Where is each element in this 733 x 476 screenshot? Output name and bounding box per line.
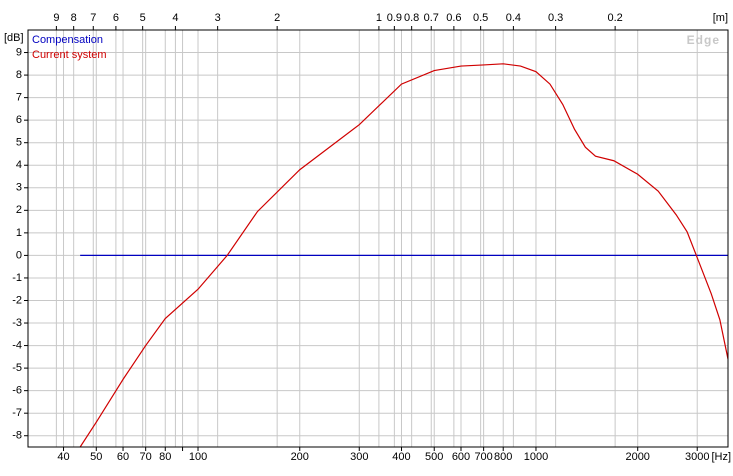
x-unit: [Hz] [711, 451, 731, 463]
y-tick-label: 1 [16, 227, 22, 239]
x2-unit: [m] [713, 12, 728, 24]
x2-tick-label: 9 [53, 12, 59, 24]
y-tick-label: 5 [16, 137, 22, 149]
y-tick-label: 6 [16, 114, 22, 126]
x2-tick-label: 0.4 [506, 12, 521, 24]
x2-tick-label: 1 [376, 12, 382, 24]
y-tick-label: -1 [12, 272, 22, 284]
x-tick-label: 2000 [625, 451, 649, 463]
x-tick-label: 60 [117, 451, 129, 463]
x-tick-label: 600 [452, 451, 470, 463]
x-tick-label: 300 [350, 451, 368, 463]
y-tick-label: 4 [16, 159, 22, 171]
y-tick-label: -6 [12, 385, 22, 397]
x2-tick-label: 0.3 [548, 12, 563, 24]
plot-frame [27, 29, 729, 448]
x-tick-label: 50 [90, 451, 102, 463]
legend-label: Compensation [32, 34, 103, 46]
x2-tick-label: 4 [172, 12, 178, 24]
y-unit: [dB] [4, 32, 24, 44]
x-tick-label: 200 [291, 451, 309, 463]
x-tick-label: 500 [425, 451, 443, 463]
line [79, 63, 728, 447]
x2-tick-label: 0.9 [387, 12, 402, 24]
x-tick-label: 40 [57, 451, 69, 463]
y-tick-label: 8 [16, 69, 22, 81]
y-tick-label: -5 [12, 362, 22, 374]
x2-tick-label: 0.7 [424, 12, 439, 24]
x2-tick-label: 2 [274, 12, 280, 24]
x-tick-label: 70 [140, 451, 152, 463]
y-tick-label: -2 [12, 294, 22, 306]
x2-tick-label: 0.5 [473, 12, 488, 24]
y-tick-label: -7 [12, 407, 22, 419]
y-tick-label: 9 [16, 46, 22, 58]
x2-tick-label: 3 [215, 12, 221, 24]
y-tick-label: 2 [16, 204, 22, 216]
x-tick-label: 80 [159, 451, 171, 463]
y-tick-label: 7 [16, 92, 22, 104]
x2-tick-label: 0.2 [607, 12, 622, 24]
x-tick-label: 700 [474, 451, 492, 463]
y-tick-label: -4 [12, 339, 22, 351]
y-tick-label: -3 [12, 317, 22, 329]
x2-tick-label: 6 [113, 12, 119, 24]
x-tick-label: 800 [494, 451, 512, 463]
x-tick-label: 3000 [685, 451, 709, 463]
watermark: Edge [687, 33, 720, 47]
y-tick-label: 0 [16, 249, 22, 261]
x2-tick-label: 8 [71, 12, 77, 24]
x-tick-label: 1000 [524, 451, 548, 463]
x2-tick-label: 7 [90, 12, 96, 24]
x-tick-label: 100 [189, 451, 207, 463]
legend-label: Current system [32, 49, 107, 61]
x2-tick-label: 0.8 [404, 12, 419, 24]
y-tick-label: -8 [12, 430, 22, 442]
y-tick-label: 3 [16, 182, 22, 194]
x2-tick-label: 0.6 [446, 12, 461, 24]
x-tick-label: 400 [392, 451, 410, 463]
x2-tick-label: 5 [140, 12, 146, 24]
